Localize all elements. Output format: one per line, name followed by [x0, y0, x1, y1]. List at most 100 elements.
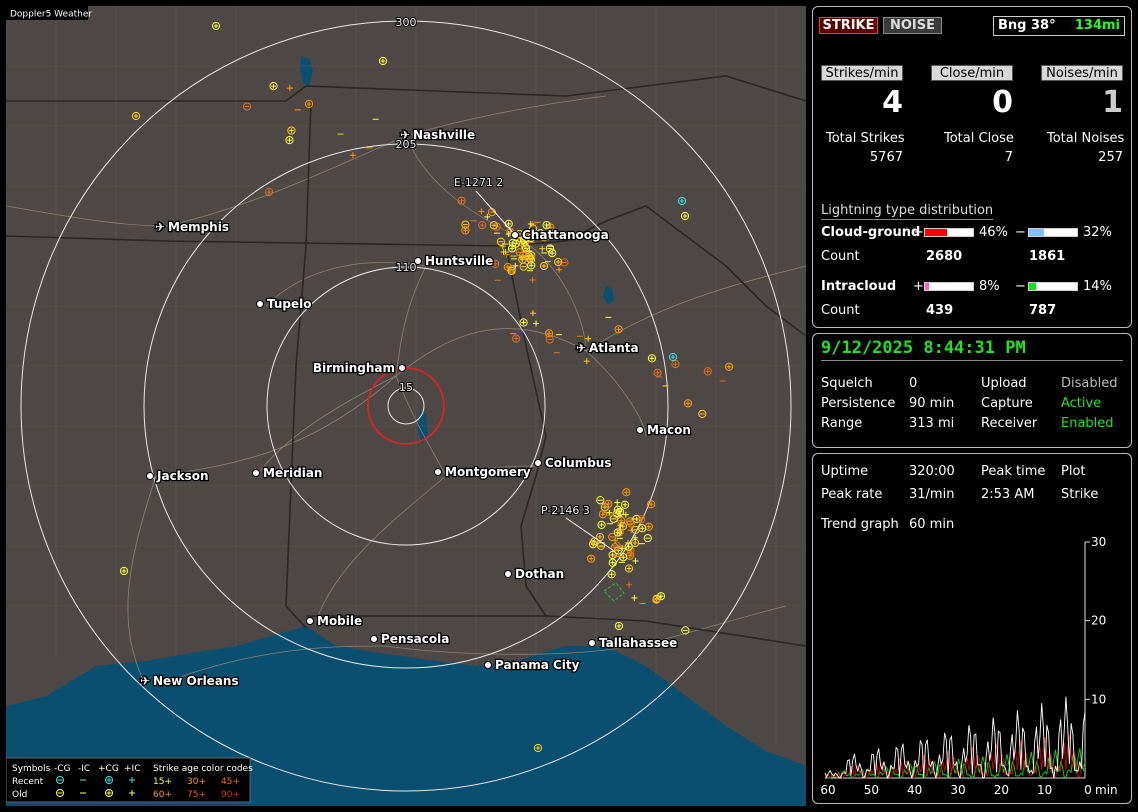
strike-marker: [533, 320, 540, 327]
cloud-ground-label: Cloud-ground: [821, 225, 921, 240]
peak-rate-label: Peak rate: [821, 487, 883, 502]
x-tick-label: 10: [1037, 783, 1052, 797]
strike-marker: [507, 266, 516, 276]
city-new-orleans[interactable]: ✈ New Orleans: [139, 673, 240, 690]
strike-marker: [596, 496, 605, 505]
total-strikes-label: Total Strikes: [826, 131, 905, 146]
city-label: Huntsville: [425, 254, 493, 268]
squelch-label: Squelch: [821, 376, 873, 391]
city-macon[interactable]: Macon: [636, 422, 692, 438]
ic-negative-sign: −: [1015, 279, 1026, 294]
strike-marker: [625, 517, 635, 526]
legend-pos-ic-symbol: [129, 777, 135, 783]
strike-marker: [608, 532, 617, 542]
city-tupelo[interactable]: Tupelo: [256, 296, 313, 312]
strike-marker: [544, 329, 554, 338]
strike-marker: [529, 276, 536, 283]
city-nashville[interactable]: ✈ Nashville: [399, 127, 477, 144]
cg-negative-count: 1861: [1029, 249, 1066, 264]
strike-marker: [620, 500, 630, 509]
plot-value[interactable]: Strike: [1061, 487, 1099, 502]
strike-marker: [545, 244, 555, 253]
city-memphis[interactable]: ✈ Memphis: [154, 219, 230, 236]
map-canvas[interactable]: 300 205 110 15 E-1271 2 P-2146 3 ✈ Nashvi…: [6, 6, 806, 806]
range-label: 300: [396, 16, 417, 29]
strike-marker: [528, 230, 537, 239]
strike-marker: [619, 553, 628, 562]
strikes-per-min-button[interactable]: Strikes/min: [821, 65, 903, 81]
strike-marker: [533, 743, 543, 753]
airport-icon: ✈: [576, 341, 586, 355]
city-dot-icon: [434, 468, 442, 476]
strike-marker: [628, 550, 635, 557]
cg-positive-fill: [925, 229, 948, 236]
ic-negative-fill: [1029, 283, 1036, 290]
capture-value: Active: [1061, 396, 1102, 411]
trend-line: [824, 748, 1086, 780]
city-chattanooga[interactable]: Chattanooga: [511, 227, 610, 243]
receiver-label: Receiver: [981, 416, 1038, 431]
city-birmingham[interactable]: Birmingham: [312, 360, 406, 376]
strike-mode-button[interactable]: STRIKE: [819, 17, 878, 34]
uptime-label: Uptime: [821, 464, 869, 479]
city-pensacola[interactable]: Pensacola: [370, 631, 451, 647]
city-tallahassee[interactable]: Tallahassee: [588, 635, 679, 651]
strike-marker: [518, 255, 527, 264]
legend-age-code: 75+: [187, 790, 206, 800]
squelch-value: 0: [909, 376, 918, 391]
ic-positive-pct: 8%: [979, 279, 1000, 294]
road-lines: [6, 95, 806, 687]
strike-marker: [698, 409, 707, 418]
strike-marker: [378, 56, 388, 66]
cg-positive-pct: 46%: [979, 225, 1008, 240]
noises-per-min-value: 1: [1102, 85, 1123, 120]
uptime-value: 320:00: [909, 464, 955, 479]
city-dothan[interactable]: Dothan: [504, 566, 565, 582]
strike-marker: [598, 510, 607, 519]
airport-icon: ✈: [140, 674, 150, 688]
city-jackson[interactable]: Jackson: [146, 468, 210, 484]
airport-icon: ✈: [400, 128, 410, 142]
city-label: Pensacola: [381, 632, 449, 646]
city-huntsville[interactable]: Huntsville: [414, 253, 495, 269]
noises-per-min-button[interactable]: Noises/min: [1041, 65, 1123, 81]
range-label: Range: [821, 416, 863, 431]
range-label: 205: [396, 138, 417, 151]
strike-marker: [554, 257, 563, 267]
strike-marker: [653, 368, 662, 377]
city-atlanta[interactable]: ✈ Atlanta: [575, 340, 640, 357]
noise-mode-button[interactable]: NOISE: [883, 17, 942, 34]
legend-age-code: 90+: [221, 790, 240, 800]
city-mobile[interactable]: Mobile: [306, 613, 363, 629]
strike-marker: [622, 488, 631, 497]
ic-positive-count: 439: [926, 303, 954, 318]
strike-marker: [285, 136, 294, 145]
total-noises-label: Total Noises: [1047, 131, 1125, 146]
strike-marker: [587, 554, 596, 563]
range-label: 110: [396, 261, 417, 274]
strike-marker: [484, 213, 491, 220]
strike-marker: [519, 318, 528, 327]
city-columbus[interactable]: Columbus: [534, 455, 613, 471]
strike-marker: [243, 102, 252, 111]
persistence-value: 90 min: [909, 396, 955, 411]
ic-negative-count: 787: [1029, 303, 1057, 318]
city-panama-city[interactable]: Panama City: [484, 657, 581, 673]
strike-marker: [703, 367, 712, 376]
range-rings: [20, 20, 792, 792]
ic-positive-bar: [924, 282, 974, 291]
strike-marker: [461, 226, 470, 235]
city-montgomery[interactable]: Montgomery: [434, 464, 532, 480]
ic-count-label: Count: [821, 303, 860, 318]
city-meridian[interactable]: Meridian: [252, 465, 324, 481]
state-borders: [6, 75, 806, 647]
lightning-map[interactable]: 300 205 110 15 E-1271 2 P-2146 3 ✈ Nashvi…: [6, 6, 806, 806]
x-tick-label: 20: [994, 783, 1009, 797]
legend-col-header: +IC: [124, 764, 140, 774]
close-per-min-button[interactable]: Close/min: [931, 65, 1013, 81]
upload-label: Upload: [981, 376, 1027, 391]
legend-neg-cg-symbol: [56, 789, 64, 797]
peak-time-label: Peak time: [981, 464, 1046, 479]
strike-marker: [491, 259, 500, 268]
strike-marker: [647, 354, 657, 363]
